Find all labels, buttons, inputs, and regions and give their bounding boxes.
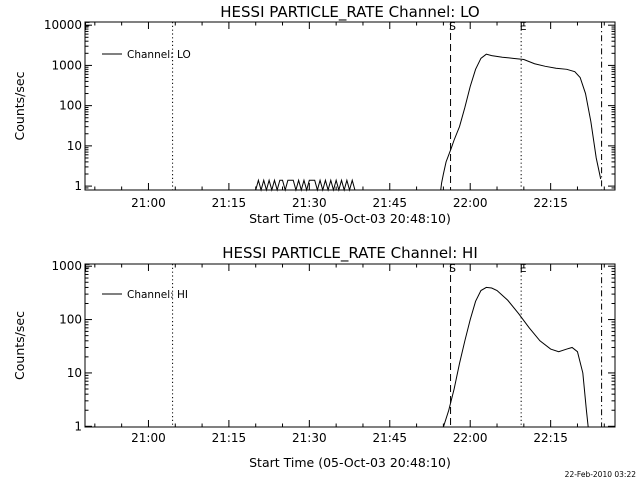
y-tick-label: 1000 (51, 58, 82, 72)
series-line (442, 286, 589, 428)
x-axis-label: Start Time (05-Oct-03 20:48:10) (249, 211, 451, 226)
x-tick-label: 22:00 (453, 431, 488, 445)
x-tick-label: 21:45 (372, 196, 407, 210)
y-tick-label: 100 (59, 99, 82, 113)
footer-date: 22-Feb-2010 03:22 (564, 470, 636, 479)
event-marker-label: E (520, 20, 527, 33)
x-tick-label: 21:15 (212, 196, 247, 210)
series-line (255, 178, 356, 192)
y-tick-label: 10 (67, 139, 82, 153)
y-tick-label: 10000 (44, 18, 82, 32)
legend-label: Channel: HI (127, 289, 188, 301)
x-tick-label: 22:15 (533, 196, 568, 210)
chart-title: HESSI PARTICLE_RATE Channel: LO (220, 3, 479, 22)
x-tick-label: 21:30 (292, 431, 327, 445)
x-tick-label: 21:30 (292, 196, 327, 210)
x-tick-label: 22:15 (533, 431, 568, 445)
y-axis-label: Counts/sec (12, 71, 27, 140)
chart-title: HESSI PARTICLE_RATE Channel: HI (222, 244, 478, 263)
x-tick-label: 21:15 (212, 431, 247, 445)
legend-label: Channel: LO (127, 49, 191, 61)
x-tick-label: 21:00 (131, 196, 166, 210)
y-tick-label: 10 (67, 366, 82, 380)
hi-channel-panel: HESSI PARTICLE_RATE Channel: HI 1 10 100 100… (12, 244, 616, 470)
event-marker-label: S (449, 20, 456, 33)
y-tick-label: 1 (74, 179, 82, 193)
lo-channel-panel: HESSI PARTICLE_RATE Channel: LO 1 10 100 100… (12, 3, 616, 226)
event-marker-label: F (84, 262, 90, 275)
plot-frame (84, 263, 616, 428)
x-tick-label: 22:00 (453, 196, 488, 210)
y-tick-label: 100 (59, 313, 82, 327)
y-tick-label: 1000 (51, 259, 82, 273)
event-marker-label: E (520, 262, 527, 275)
x-tick-label: 21:00 (131, 431, 166, 445)
y-tick-label: 1 (74, 419, 82, 433)
series-line (440, 53, 602, 191)
x-tick-label: 21:45 (372, 431, 407, 445)
plot-frame (84, 21, 616, 191)
y-axis-label: Counts/sec (12, 311, 27, 380)
event-marker-label: F (84, 20, 90, 33)
event-marker-label: S (449, 262, 456, 275)
x-axis-label: Start Time (05-Oct-03 20:48:10) (249, 455, 451, 470)
